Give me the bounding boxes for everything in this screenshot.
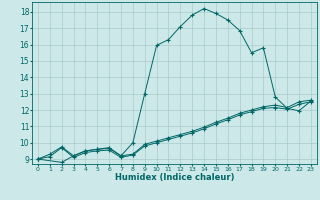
X-axis label: Humidex (Indice chaleur): Humidex (Indice chaleur) xyxy=(115,173,234,182)
